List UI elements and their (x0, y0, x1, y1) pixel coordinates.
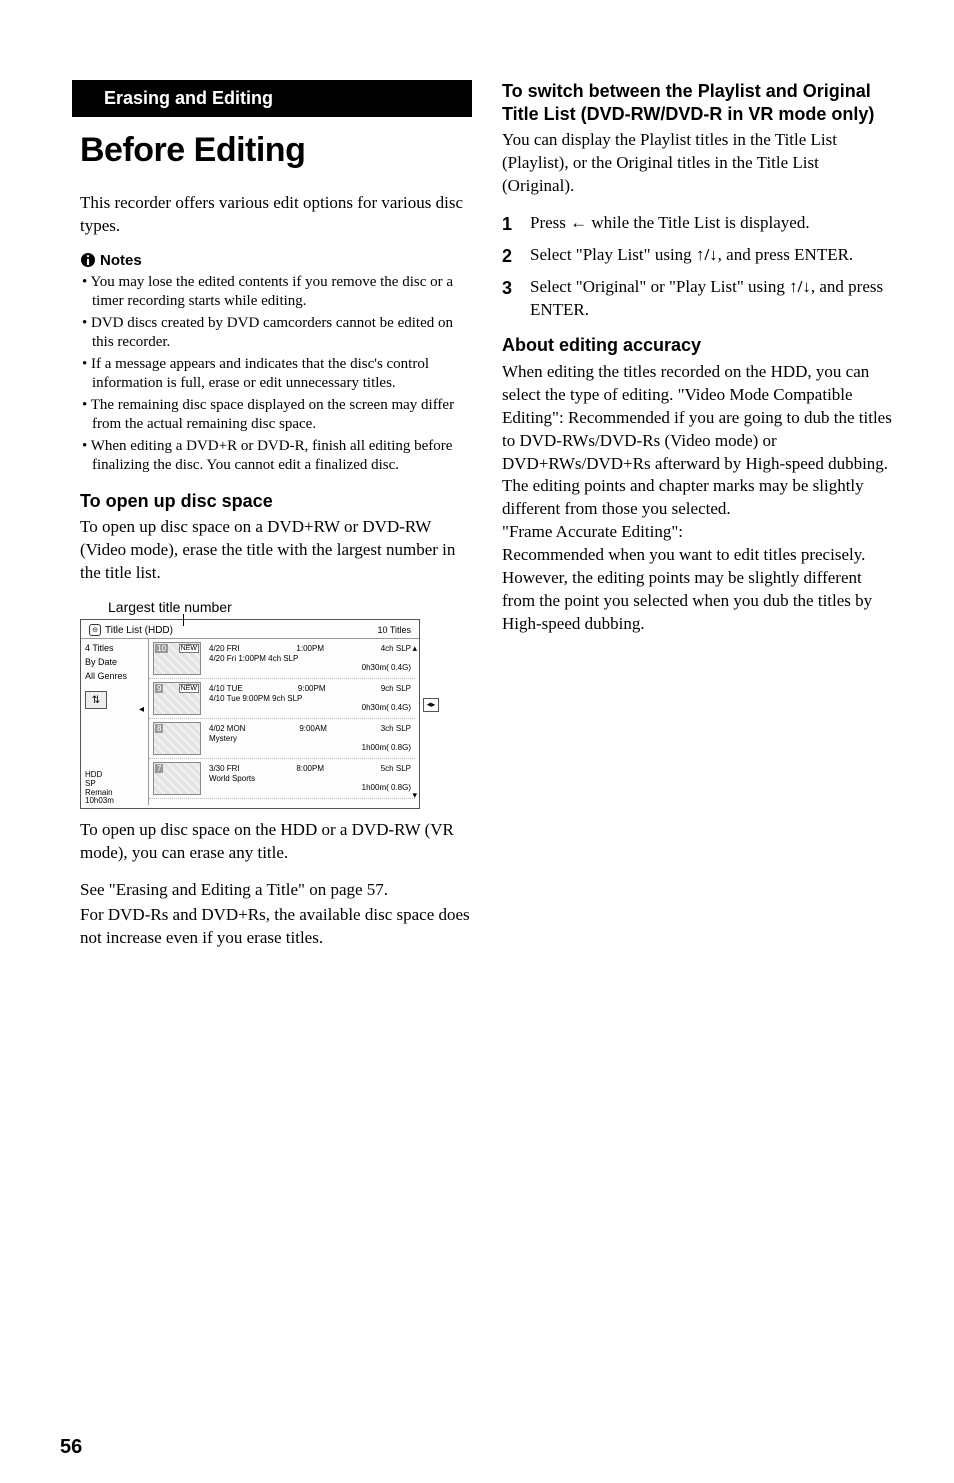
thumbnail: 7 (153, 762, 201, 795)
open-space-p3: See "Erasing and Editing a Title" on pag… (80, 879, 472, 902)
intro-paragraph: This recorder offers various edit option… (80, 192, 472, 238)
thumbnail: 8 (153, 722, 201, 755)
step-text: Press ← while the Title List is displaye… (530, 212, 810, 236)
notes-label: Notes (100, 252, 142, 269)
step-number: 2 (502, 244, 520, 268)
step-text: Select "Original" or "Play List" using ↑… (530, 276, 894, 322)
scroll-indicator: ▴▾ (412, 643, 417, 801)
thumbnail: 9 NEW (153, 682, 201, 715)
notes-icon (80, 252, 96, 268)
step-text: Select "Play List" using ↑/↓, and press … (530, 244, 853, 268)
title-row: 8 4/02 MON9:00AM3ch SLP Mystery 1h00m( 0… (149, 719, 415, 759)
title-row: 9 NEW 4/10 TUE9:00PM9ch SLP 4/10 Tue 9:0… (149, 679, 415, 719)
new-badge: NEW (179, 644, 199, 653)
caption-tick (183, 614, 184, 626)
page-number: 56 (60, 1436, 82, 1459)
screenshot-caption: Largest title number (108, 599, 472, 615)
note-item: If a message appears and indicates that … (92, 355, 472, 394)
sidebar-sort: By Date (85, 657, 144, 667)
section-bar: Erasing and Editing (80, 80, 472, 117)
new-badge: NEW (179, 684, 199, 693)
screenshot-header: ⊝ Title List (HDD) 10 Titles (81, 620, 419, 639)
open-space-p2: To open up disc space on the HDD or a DV… (80, 819, 472, 865)
sidebar-bottom: HDD SP Remain 10h03m (85, 771, 145, 806)
sidebar-count: 4 Titles (85, 643, 144, 653)
left-arrow-icon: ← (570, 213, 587, 232)
title-count: 10 Titles (377, 625, 411, 635)
step-number: 1 (502, 212, 520, 236)
note-item: When editing a DVD+R or DVD-R, finish al… (92, 437, 472, 476)
open-space-heading: To open up disc space (80, 490, 472, 513)
sort-icon (85, 691, 107, 709)
page-title: Before Editing (80, 131, 472, 170)
up-down-icon: ↑/↓ (696, 245, 718, 264)
screenshot-sidebar: 4 Titles By Date All Genres HDD SP Remai… (81, 639, 149, 805)
screenshot-title: Title List (HDD) (105, 625, 173, 636)
title-list-screenshot: ⊝ Title List (HDD) 10 Titles 4 Titles By… (80, 619, 420, 809)
steps-list: 1 Press ← while the Title List is displa… (502, 212, 894, 322)
open-space-p1: To open up disc space on a DVD+RW or DVD… (80, 516, 472, 585)
thumbnail: 10 NEW (153, 642, 201, 675)
sidebar-genres: All Genres (85, 671, 144, 681)
switch-heading: To switch between the Playlist and Origi… (502, 80, 894, 125)
note-item: The remaining disc space displayed on th… (92, 396, 472, 435)
up-down-icon: ↑/↓ (789, 277, 811, 296)
notes-heading: Notes (80, 252, 472, 269)
switch-intro: You can display the Playlist titles in t… (502, 129, 894, 198)
step-number: 3 (502, 276, 520, 322)
title-row: 10 NEW 4/20 FRI1:00PM4ch SLP 4/20 Fri 1:… (149, 639, 415, 679)
note-item: You may lose the edited contents if you … (92, 273, 472, 312)
accuracy-body: When editing the titles recorded on the … (502, 361, 894, 636)
note-item: DVD discs created by DVD camcorders cann… (92, 314, 472, 353)
right-nav-icon: ◂ (423, 698, 439, 712)
accuracy-heading: About editing accuracy (502, 334, 894, 357)
left-arrow-icon: ◂ (139, 704, 144, 715)
step-2: 2 Select "Play List" using ↑/↓, and pres… (502, 244, 894, 268)
step-3: 3 Select "Original" or "Play List" using… (502, 276, 894, 322)
title-row: 7 3/30 FRI8:00PM5ch SLP World Sports 1h0… (149, 759, 415, 799)
disc-icon: ⊝ (89, 624, 101, 636)
notes-list: You may lose the edited contents if you … (80, 273, 472, 476)
open-space-p4: For DVD-Rs and DVD+Rs, the available dis… (80, 904, 472, 950)
title-rows: ▴▾ 10 NEW 4/20 FRI1:00PM4ch SLP 4/20 Fri… (149, 639, 419, 805)
step-1: 1 Press ← while the Title List is displa… (502, 212, 894, 236)
